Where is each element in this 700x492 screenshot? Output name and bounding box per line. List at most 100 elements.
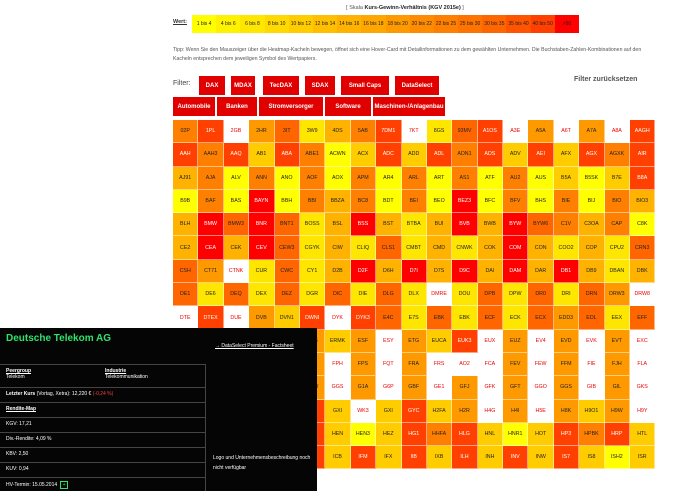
heatmap-tile[interactable]: DRW3 <box>604 283 631 307</box>
heatmap-tile[interactable]: ACX <box>350 143 377 167</box>
heatmap-tile[interactable]: BSL <box>325 213 351 237</box>
heatmap-tile[interactable]: H9O1 <box>579 399 605 423</box>
heatmap-tile[interactable]: EBK <box>452 306 478 330</box>
heatmap-tile[interactable]: H9Y <box>630 399 656 423</box>
heatmap-tile[interactable]: C3OA <box>579 213 605 237</box>
heatmap-tile[interactable]: HNR1 <box>503 422 529 447</box>
heatmap-tile[interactable]: FJH <box>604 352 631 377</box>
heatmap-tile[interactable]: DYK <box>325 306 351 330</box>
filter-button[interactable]: DAX <box>199 76 225 95</box>
heatmap-tile[interactable]: D2F <box>350 259 377 284</box>
heatmap-tile[interactable]: A1OS <box>477 120 504 144</box>
heatmap-tile[interactable]: FQT <box>376 352 402 377</box>
heatmap-tile[interactable]: DEQ <box>223 283 250 307</box>
heatmap-tile[interactable]: CON <box>528 236 554 260</box>
sector-filter-button[interactable]: Banken <box>217 97 257 116</box>
heatmap-tile[interactable]: AAGH <box>630 120 656 144</box>
heatmap-tile[interactable]: ADL <box>426 143 453 167</box>
heatmap-tile[interactable]: 2GB <box>223 120 250 144</box>
heatmap-tile[interactable]: A7A <box>579 120 605 144</box>
heatmap-tile[interactable]: A3E <box>503 120 529 144</box>
heatmap-tile[interactable]: DRN <box>579 283 605 307</box>
heatmap-tile[interactable]: GXI <box>325 399 351 423</box>
heatmap-tile[interactable]: AJA <box>198 166 224 190</box>
heatmap-tile[interactable]: FRS <box>426 352 453 377</box>
heatmap-tile[interactable]: AJ91 <box>173 166 199 190</box>
heatmap-tile[interactable]: G1A <box>350 376 377 400</box>
heatmap-tile[interactable]: BIO3 <box>630 189 656 214</box>
heatmap-tile[interactable]: BST <box>376 213 402 237</box>
heatmap-tile[interactable]: D7S <box>426 259 453 284</box>
heatmap-tile[interactable]: HPBK <box>579 422 605 447</box>
heatmap-tile[interactable]: EUCA <box>426 329 453 353</box>
heatmap-tile[interactable]: HEN3 <box>350 422 377 447</box>
heatmap-tile[interactable]: DB9 <box>579 259 605 284</box>
heatmap-tile[interactable]: DWNI <box>299 306 326 330</box>
heatmap-tile[interactable]: HEN <box>325 422 351 447</box>
heatmap-tile[interactable]: GGS <box>325 376 351 400</box>
heatmap-tile[interactable]: INH <box>477 446 504 470</box>
heatmap-tile[interactable]: DVN1 <box>274 306 300 330</box>
heatmap-tile[interactable]: BLH <box>173 213 199 237</box>
heatmap-tile[interactable]: DIC <box>325 283 351 307</box>
heatmap-tile[interactable]: BC8 <box>350 189 377 214</box>
heatmap-tile[interactable]: ADS <box>477 143 504 167</box>
heatmap-tile[interactable]: BTBA <box>401 213 427 237</box>
heatmap-tile[interactable]: 8GS <box>426 120 453 144</box>
heatmap-tile[interactable]: DTEX <box>198 306 224 330</box>
heatmap-tile[interactable]: CAP <box>604 213 631 237</box>
heatmap-tile[interactable]: B5SK <box>579 166 605 190</box>
heatmap-tile[interactable]: DMRE <box>426 283 453 307</box>
heatmap-tile[interactable]: DE1 <box>173 283 199 307</box>
heatmap-tile[interactable]: GBF <box>401 376 427 400</box>
heatmap-tile[interactable]: 93MV <box>452 120 478 144</box>
sector-filter-button[interactable]: Stromversorger <box>259 97 323 116</box>
heatmap-tile[interactable]: H9W <box>604 399 631 423</box>
heatmap-tile[interactable]: GFJ <box>452 376 478 400</box>
heatmap-tile[interactable]: EVT <box>604 329 631 353</box>
heatmap-tile[interactable]: AEI <box>528 143 554 167</box>
heatmap-tile[interactable]: ADC <box>376 143 402 167</box>
heatmap-tile[interactable]: CSH <box>173 259 199 284</box>
heatmap-tile[interactable]: HNL <box>477 422 504 447</box>
heatmap-tile[interactable]: FFM <box>553 352 580 377</box>
heatmap-tile[interactable]: H2FA <box>426 399 453 423</box>
heatmap-tile[interactable]: CUR <box>249 259 275 284</box>
heatmap-tile[interactable]: WK3 <box>350 399 377 423</box>
heatmap-tile[interactable]: EUZ <box>503 329 529 353</box>
heatmap-tile[interactable]: COP <box>579 236 605 260</box>
heatmap-tile[interactable]: AB1 <box>249 143 275 167</box>
heatmap-tile[interactable]: IFM <box>350 446 377 470</box>
heatmap-tile[interactable]: ANN <box>249 166 275 190</box>
heatmap-tile[interactable]: 02P <box>173 120 199 144</box>
heatmap-tile[interactable]: GXI <box>376 399 402 423</box>
heatmap-tile[interactable]: DGR <box>299 283 326 307</box>
filter-button[interactable]: Small Caps <box>341 76 389 95</box>
heatmap-tile[interactable]: ETG <box>401 329 427 353</box>
heatmap-tile[interactable]: FPS <box>350 352 377 377</box>
filter-button[interactable]: DataSelect <box>395 76 439 95</box>
heatmap-tile[interactable]: FIE <box>579 352 605 377</box>
heatmap-tile[interactable]: HHFA <box>426 422 453 447</box>
heatmap-tile[interactable]: BOSS <box>299 213 326 237</box>
heatmap-tile[interactable]: AU2 <box>503 166 529 190</box>
heatmap-tile[interactable]: IS8 <box>579 446 605 470</box>
heatmap-tile[interactable]: FCA <box>477 352 504 377</box>
heatmap-tile[interactable]: C1V <box>553 213 580 237</box>
heatmap-tile[interactable]: A6T <box>553 120 580 144</box>
heatmap-tile[interactable]: GKS <box>630 376 656 400</box>
heatmap-tile[interactable]: ACWN <box>325 143 351 167</box>
heatmap-tile[interactable]: IS7 <box>553 446 580 470</box>
heatmap-tile[interactable]: AS1 <box>452 166 478 190</box>
heatmap-tile[interactable]: DPB <box>477 283 504 307</box>
heatmap-tile[interactable]: BAS <box>223 189 250 214</box>
heatmap-tile[interactable]: 7DM1 <box>376 120 402 144</box>
heatmap-tile[interactable]: DLX <box>401 283 427 307</box>
heatmap-tile[interactable]: ARL <box>401 166 427 190</box>
heatmap-tile[interactable]: EUX <box>477 329 504 353</box>
filter-button[interactable]: SDAX <box>305 76 335 95</box>
heatmap-tile[interactable]: CTNK <box>223 259 250 284</box>
heatmap-tile[interactable]: BYW6 <box>528 213 554 237</box>
heatmap-tile[interactable]: COO2 <box>553 236 580 260</box>
heatmap-tile[interactable]: BDT <box>376 189 402 214</box>
